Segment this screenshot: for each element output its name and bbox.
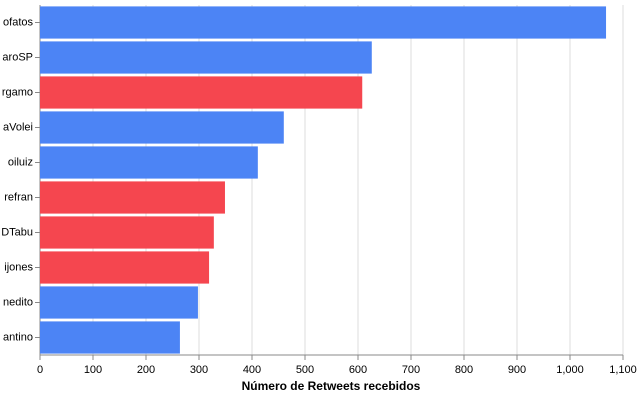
x-tick-label: 700 (402, 364, 420, 376)
x-tick-label: 500 (296, 364, 314, 376)
bar (40, 111, 284, 144)
x-tick-label: 200 (137, 364, 155, 376)
y-tick-label: refran (4, 191, 33, 203)
bar (40, 251, 210, 284)
y-tick-label: nedito (3, 296, 33, 308)
x-tick-label: 800 (455, 364, 473, 376)
x-tick-label: 300 (190, 364, 208, 376)
y-tick-label: ofatos (3, 16, 33, 28)
bar (40, 286, 198, 319)
y-tick-label: aVolei (3, 121, 33, 133)
y-tick-label: oiluiz (8, 156, 33, 168)
x-tick-label: 0 (37, 364, 43, 376)
bar (40, 76, 363, 109)
bar (40, 6, 607, 39)
x-tick-label: 100 (84, 364, 102, 376)
y-tick-label: aroSP (2, 51, 33, 63)
bar (40, 216, 214, 249)
bar (40, 41, 372, 74)
y-tick-label: ijones (4, 261, 33, 273)
x-tick-label: 1,100 (609, 364, 637, 376)
bar (40, 146, 258, 179)
bar (40, 181, 225, 214)
bar (40, 321, 180, 354)
x-tick-label: 600 (349, 364, 367, 376)
y-tick-label: antino (3, 331, 33, 343)
x-axis-title: Número de Retweets recebidos (242, 379, 421, 393)
x-tick-label: 400 (243, 364, 261, 376)
y-tick-label: DTabu (1, 226, 33, 238)
y-tick-label: rgamo (2, 86, 33, 98)
x-tick-label: 1,000 (556, 364, 584, 376)
x-tick-label: 900 (508, 364, 526, 376)
